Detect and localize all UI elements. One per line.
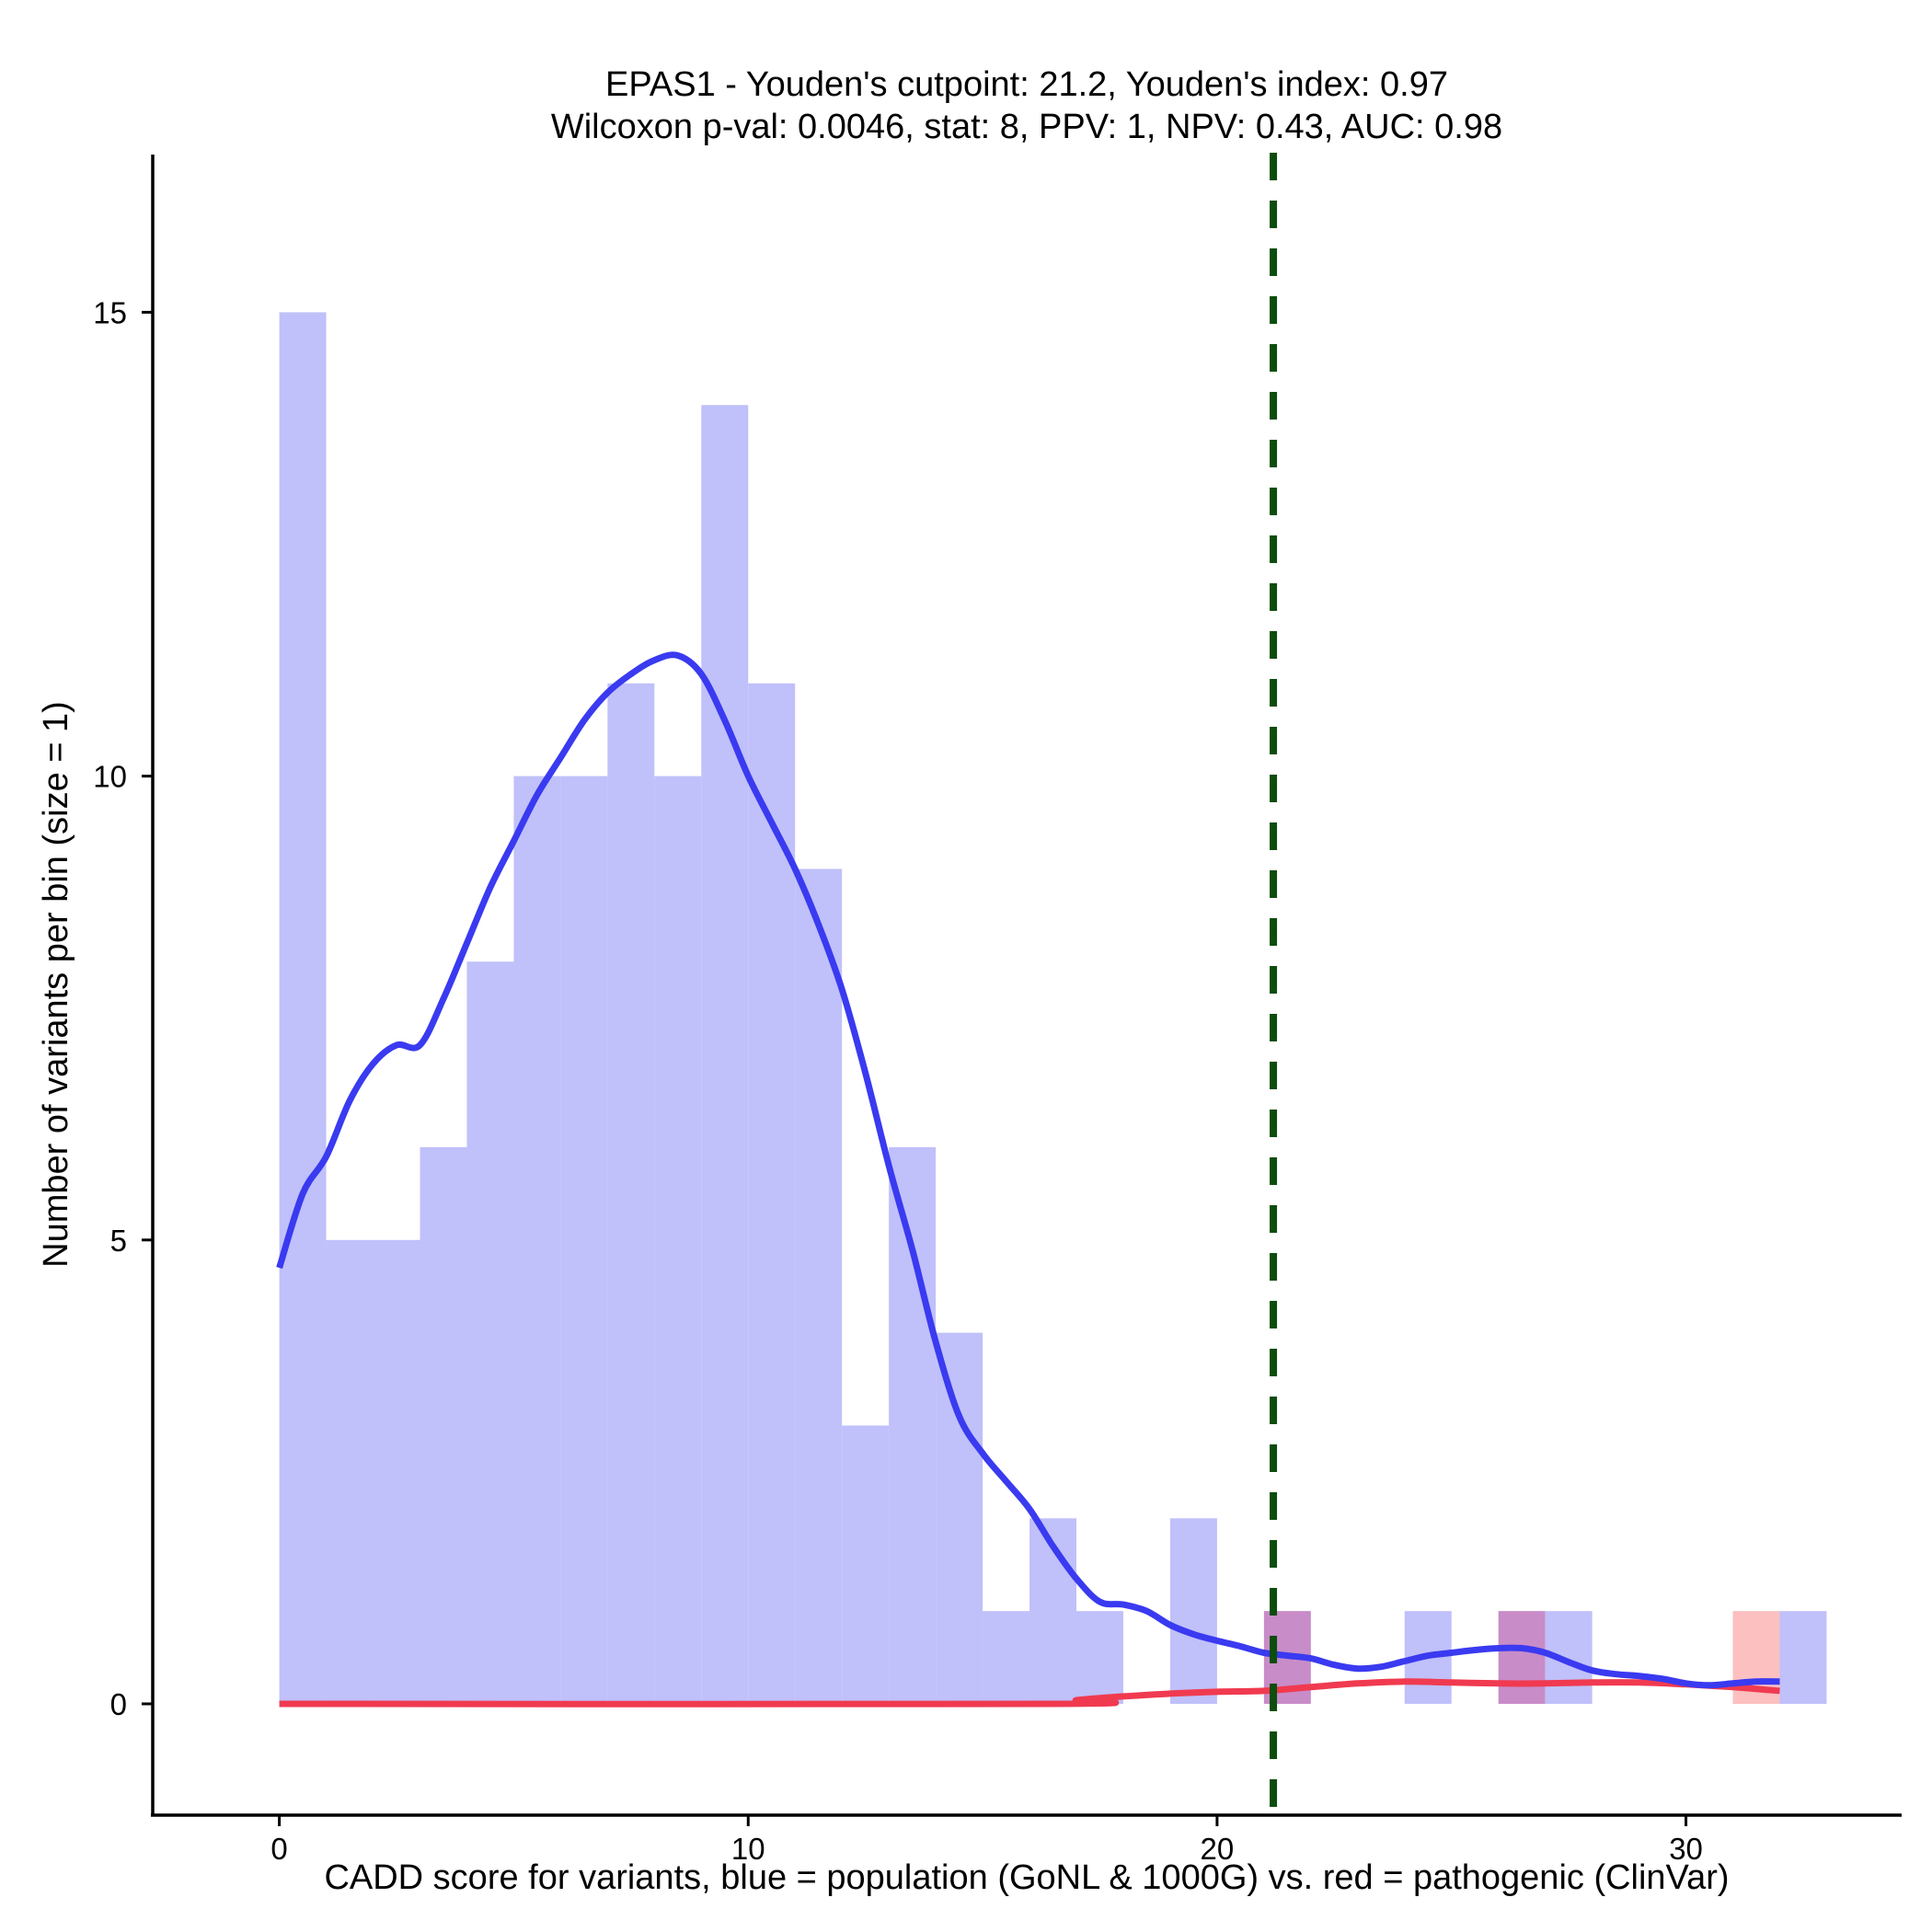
population-bar-26 bbox=[1498, 1611, 1546, 1704]
x-tick-label-20: 20 bbox=[1201, 1832, 1235, 1866]
y-tick-label-15: 15 bbox=[93, 295, 127, 329]
x-axis-label: CADD score for variants, blue = populati… bbox=[324, 1858, 1729, 1897]
population-bar-11 bbox=[795, 868, 843, 1704]
population-bar-17 bbox=[1076, 1611, 1123, 1704]
population-bar-5 bbox=[513, 776, 561, 1704]
population-bar-15 bbox=[983, 1611, 1030, 1704]
y-tick-label-10: 10 bbox=[93, 760, 127, 794]
y-axis-label: Number of variants per bin (size = 1) bbox=[37, 701, 75, 1268]
chart-title-line1: EPAS1 - Youden's cutpoint: 21.2, Youden'… bbox=[605, 65, 1448, 104]
population-bar-3 bbox=[420, 1146, 467, 1704]
population-bar-2 bbox=[373, 1239, 420, 1704]
population-bar-12 bbox=[842, 1425, 890, 1704]
x-ticks: 0 10 20 30 bbox=[270, 1815, 1703, 1866]
population-bar-1 bbox=[326, 1239, 374, 1704]
x-tick-label-0: 0 bbox=[270, 1832, 287, 1866]
population-bar-32 bbox=[1779, 1611, 1827, 1704]
population-bar-8 bbox=[654, 776, 702, 1704]
population-bar-14 bbox=[936, 1332, 983, 1704]
y-ticks: 0 5 10 15 bbox=[93, 295, 153, 1721]
population-bar-9 bbox=[701, 405, 749, 1704]
population-bars bbox=[279, 312, 1827, 1704]
chart-title-line2: Wilcoxon p-val: 0.0046, stat: 8, PPV: 1,… bbox=[551, 108, 1502, 146]
population-bar-13 bbox=[889, 1146, 937, 1704]
population-bar-0 bbox=[279, 312, 327, 1704]
population-bar-7 bbox=[607, 683, 655, 1704]
population-bar-6 bbox=[560, 776, 608, 1704]
y-tick-label-0: 0 bbox=[110, 1687, 127, 1721]
population-density-line bbox=[276, 651, 1780, 1689]
population-bar-19 bbox=[1169, 1518, 1217, 1704]
x-tick-label-30: 30 bbox=[1669, 1832, 1703, 1866]
y-tick-label-5: 5 bbox=[110, 1224, 127, 1258]
population-bar-10 bbox=[748, 683, 796, 1704]
x-tick-label-10: 10 bbox=[731, 1832, 765, 1866]
axes bbox=[151, 155, 1902, 1817]
population-bar-4 bbox=[466, 961, 514, 1704]
density-lines bbox=[276, 651, 1780, 1708]
pathogenic-density-line bbox=[279, 1678, 1780, 1708]
